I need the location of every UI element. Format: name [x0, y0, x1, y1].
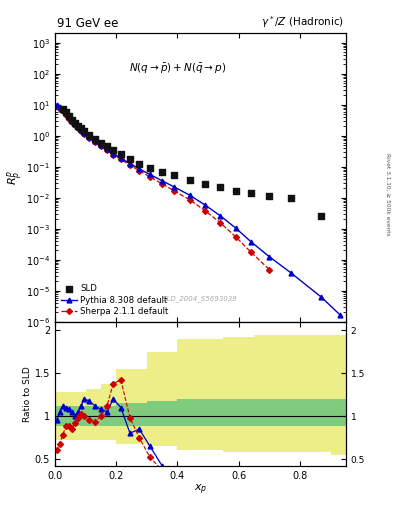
Sherpa 2.1.1 default — [60, 108, 65, 114]
Sherpa 2.1.1 default — [75, 125, 80, 132]
SLD — [66, 112, 72, 120]
Sherpa 2.1.1 default — [203, 208, 208, 214]
Text: $N(q\to\bar{p})+N(\bar{q}\to p)$: $N(q\to\bar{p})+N(\bar{q}\to p)$ — [129, 62, 226, 76]
Sherpa 2.1.1 default — [99, 143, 103, 150]
Sherpa 2.1.1 default — [105, 147, 109, 154]
Pythia 8.308 default — [92, 138, 97, 144]
SLD — [98, 138, 104, 146]
Pythia 8.308 default — [137, 166, 141, 172]
Pythia 8.308 default — [99, 142, 103, 148]
Text: 91 GeV ee: 91 GeV ee — [57, 17, 118, 30]
Sherpa 2.1.1 default — [92, 139, 97, 145]
Pythia 8.308 default — [70, 118, 74, 124]
Sherpa 2.1.1 default — [54, 103, 59, 109]
Y-axis label: $R^p_p$: $R^p_p$ — [5, 170, 25, 185]
Pythia 8.308 default — [203, 202, 208, 208]
Pythia 8.308 default — [172, 184, 177, 190]
Sherpa 2.1.1 default — [86, 135, 91, 141]
Pythia 8.308 default — [79, 127, 83, 133]
Pythia 8.308 default — [128, 161, 132, 167]
Pythia 8.308 default — [54, 102, 59, 109]
Sherpa 2.1.1 default — [267, 267, 272, 273]
SLD — [318, 212, 325, 221]
Pythia 8.308 default — [82, 130, 86, 136]
Pythia 8.308 default — [147, 172, 152, 178]
SLD — [288, 194, 294, 202]
Text: $\gamma^*/Z$ (Hadronic): $\gamma^*/Z$ (Hadronic) — [261, 14, 344, 30]
Line: Sherpa 2.1.1 default: Sherpa 2.1.1 default — [55, 104, 272, 272]
Sherpa 2.1.1 default — [160, 181, 165, 187]
Sherpa 2.1.1 default — [128, 162, 132, 168]
Sherpa 2.1.1 default — [187, 197, 192, 203]
Sherpa 2.1.1 default — [147, 174, 152, 180]
Pythia 8.308 default — [75, 124, 80, 130]
Pythia 8.308 default — [66, 114, 71, 120]
SLD — [81, 127, 87, 135]
Pythia 8.308 default — [57, 104, 62, 111]
Pythia 8.308 default — [288, 270, 293, 276]
Pythia 8.308 default — [319, 294, 324, 300]
SLD — [202, 180, 208, 188]
Sherpa 2.1.1 default — [249, 249, 253, 255]
Sherpa 2.1.1 default — [63, 112, 68, 118]
SLD — [69, 116, 75, 124]
SLD — [147, 164, 153, 172]
Pythia 8.308 default — [337, 311, 342, 317]
Sherpa 2.1.1 default — [79, 128, 83, 134]
SLD — [78, 124, 84, 132]
SLD — [104, 142, 110, 150]
SLD — [118, 150, 124, 158]
SLD — [159, 168, 165, 177]
SLD — [187, 176, 193, 184]
Sherpa 2.1.1 default — [66, 116, 71, 122]
SLD — [217, 183, 224, 191]
SLD — [59, 104, 66, 113]
Pythia 8.308 default — [111, 151, 116, 157]
Pythia 8.308 default — [63, 111, 68, 117]
SLD — [75, 121, 81, 130]
Pythia 8.308 default — [160, 178, 165, 184]
Sherpa 2.1.1 default — [70, 119, 74, 125]
Y-axis label: Ratio to SLD: Ratio to SLD — [23, 366, 32, 422]
Sherpa 2.1.1 default — [137, 167, 141, 174]
SLD — [62, 108, 69, 116]
Pythia 8.308 default — [218, 212, 223, 219]
Sherpa 2.1.1 default — [57, 105, 62, 112]
Sherpa 2.1.1 default — [82, 131, 86, 137]
X-axis label: $x_p$: $x_p$ — [194, 482, 207, 497]
Sherpa 2.1.1 default — [172, 188, 177, 194]
Pythia 8.308 default — [267, 253, 272, 260]
Pythia 8.308 default — [118, 155, 123, 161]
SLD — [171, 172, 178, 180]
SLD — [266, 193, 272, 201]
Pythia 8.308 default — [187, 192, 192, 198]
Text: Rivet 3.1.10, ≥ 500k events: Rivet 3.1.10, ≥ 500k events — [385, 153, 390, 236]
Sherpa 2.1.1 default — [111, 152, 116, 158]
SLD — [86, 131, 92, 139]
SLD — [248, 189, 254, 197]
SLD — [110, 146, 116, 154]
Sherpa 2.1.1 default — [118, 156, 123, 162]
Sherpa 2.1.1 default — [73, 122, 77, 129]
Legend: SLD, Pythia 8.308 default, Sherpa 2.1.1 default: SLD, Pythia 8.308 default, Sherpa 2.1.1 … — [59, 283, 170, 317]
Text: SLD_2004_S5693039: SLD_2004_S5693039 — [163, 295, 238, 302]
SLD — [127, 155, 133, 163]
SLD — [72, 119, 78, 127]
Pythia 8.308 default — [60, 107, 65, 113]
SLD — [233, 186, 239, 195]
Pythia 8.308 default — [86, 134, 91, 140]
Sherpa 2.1.1 default — [233, 233, 238, 240]
Pythia 8.308 default — [233, 225, 238, 231]
Line: Pythia 8.308 default: Pythia 8.308 default — [54, 103, 342, 317]
Pythia 8.308 default — [249, 239, 253, 245]
Sherpa 2.1.1 default — [218, 220, 223, 226]
Pythia 8.308 default — [73, 121, 77, 127]
Pythia 8.308 default — [105, 146, 109, 153]
SLD — [136, 160, 142, 168]
SLD — [92, 135, 98, 143]
